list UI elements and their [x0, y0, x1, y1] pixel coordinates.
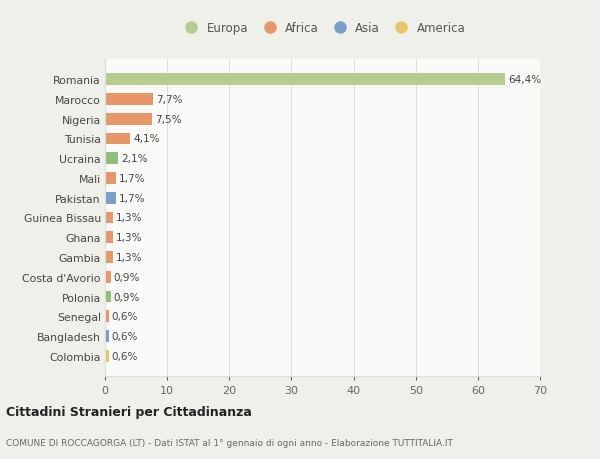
Bar	[105, 113, 152, 125]
Bar	[105, 212, 113, 224]
Text: Cittadini Stranieri per Cittadinanza: Cittadini Stranieri per Cittadinanza	[6, 405, 252, 419]
Text: 1,3%: 1,3%	[116, 213, 143, 223]
Legend: Europa, Africa, Asia, America: Europa, Africa, Asia, America	[176, 18, 469, 38]
Text: 4,1%: 4,1%	[134, 134, 160, 144]
Bar	[105, 153, 118, 165]
Bar	[105, 94, 153, 106]
Text: 64,4%: 64,4%	[508, 75, 541, 85]
Text: 0,6%: 0,6%	[112, 312, 138, 322]
Bar	[105, 252, 113, 263]
Text: 7,5%: 7,5%	[155, 114, 181, 124]
Text: 0,6%: 0,6%	[112, 351, 138, 361]
Text: 0,9%: 0,9%	[114, 292, 140, 302]
Bar	[105, 232, 113, 244]
Text: 1,3%: 1,3%	[116, 252, 143, 263]
Text: 7,7%: 7,7%	[156, 95, 182, 105]
Bar	[105, 311, 109, 323]
Bar	[105, 133, 130, 145]
Text: COMUNE DI ROCCAGORGA (LT) - Dati ISTAT al 1° gennaio di ogni anno - Elaborazione: COMUNE DI ROCCAGORGA (LT) - Dati ISTAT a…	[6, 438, 453, 447]
Text: 1,3%: 1,3%	[116, 233, 143, 243]
Bar	[105, 74, 505, 86]
Bar	[105, 330, 109, 342]
Bar	[105, 271, 110, 283]
Bar	[105, 173, 116, 185]
Text: 1,7%: 1,7%	[119, 174, 145, 184]
Bar	[105, 192, 116, 204]
Text: 2,1%: 2,1%	[121, 154, 148, 164]
Bar	[105, 291, 110, 303]
Text: 0,9%: 0,9%	[114, 272, 140, 282]
Text: 1,7%: 1,7%	[119, 193, 145, 203]
Text: 0,6%: 0,6%	[112, 331, 138, 341]
Bar	[105, 350, 109, 362]
